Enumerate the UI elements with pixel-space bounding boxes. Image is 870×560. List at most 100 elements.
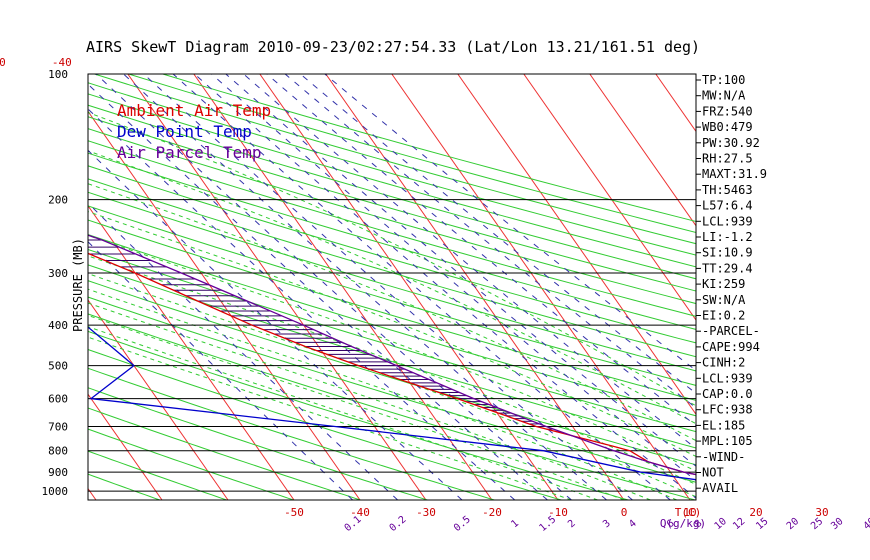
profile-series (88, 234, 696, 481)
mixing-ratio-tick-label: 0.5 (452, 514, 473, 534)
pressure-tick-label: 600 (48, 393, 68, 406)
mixing-ratio-line (88, 83, 548, 500)
moist-adiabat-line (88, 302, 651, 500)
index-label: CAP:0.0 (702, 387, 753, 401)
mixing-ratio-tick-label: 10 (713, 516, 729, 532)
dry-adiabat-line (88, 428, 294, 500)
index-label: LI:-1.2 (702, 230, 753, 244)
moist-adiabat-line (88, 273, 696, 498)
dry-adiabat-line (88, 387, 428, 500)
pressure-tick-label: 500 (48, 360, 68, 373)
isotherm-line (457, 74, 696, 416)
mixing-ratio-line (324, 74, 696, 372)
mixing-ratio-tick-label: 8 (693, 518, 705, 530)
bottom-temp-unit: T(C) (675, 506, 702, 519)
dry-adiabat-line (88, 205, 696, 386)
mixing-ratio-line (88, 241, 354, 500)
moist-adiabat-line (88, 255, 696, 486)
dry-adiabat-line (88, 407, 361, 500)
dry-adiabat-line (88, 140, 696, 317)
bottom-temp-tick-label: -20 (482, 506, 502, 519)
mixing-ratio-unit: Q(g/kg) (660, 517, 706, 530)
mixing-ratio-tick-label: 2 (566, 518, 578, 530)
index-label: -PARCEL- (702, 324, 760, 338)
index-label: TP:100 (702, 73, 745, 87)
bottom-temp-tick-label: 0 (621, 506, 628, 519)
bottom-temp-tick-label: 10 (683, 506, 696, 519)
dry-adiabat-line (88, 165, 696, 344)
mixing-ratio-line (211, 74, 696, 482)
moist-adiabat-line (88, 288, 677, 500)
isotherm-line (0, 74, 30, 500)
mixing-ratio-tick-label: 12 (731, 516, 747, 532)
dry-adiabat-line (88, 234, 696, 417)
index-label: MW:N/A (702, 89, 746, 103)
index-label: RH:27.5 (702, 152, 753, 166)
mixing-ratio-tick-label: 20 (785, 516, 801, 532)
dry-adiabat-line (88, 104, 696, 280)
index-label: WB0:479 (702, 120, 753, 134)
isotherm-line (523, 74, 696, 321)
mixing-ratio-line (243, 74, 696, 450)
index-label: KI:259 (702, 277, 745, 291)
isotherm-line (193, 74, 493, 500)
index-label: EI:0.2 (702, 309, 745, 323)
dry-adiabat-line (88, 450, 227, 500)
legend-entry: Dew Point Temp (117, 122, 252, 141)
index-label: TT:29.4 (702, 261, 753, 275)
index-label: PW:30.92 (702, 136, 760, 150)
index-label: MPL:105 (702, 434, 753, 448)
top-temp-tick-label: -40 (52, 56, 72, 69)
bottom-temp-tick-label: 30 (815, 506, 828, 519)
chart-title: AIRS SkewT Diagram 2010-09-23/02:27:54.3… (86, 38, 700, 56)
pressure-isobars (88, 199, 696, 492)
mixing-ratio-tick-label: 40 (862, 516, 870, 532)
legend-entry: Air Parcel Temp (117, 143, 262, 162)
legend: Ambient Air Temp Dew Point Temp Air Parcel… (117, 101, 271, 162)
pressure-tick-label: 100 (48, 68, 68, 81)
dry-adiabat-line (88, 152, 696, 330)
index-label: TH:5463 (702, 183, 753, 197)
moist-adiabat-line (88, 111, 696, 407)
mixing-ratio-line (143, 74, 633, 500)
index-label: LCL:939 (702, 371, 753, 385)
pressure-tick-label: 1000 (42, 485, 69, 498)
bottom-temp-tick-label: -30 (416, 506, 436, 519)
isotherm-line (88, 299, 229, 500)
mixing-ratio-line (88, 149, 463, 500)
dry-adiabat-line (88, 82, 696, 256)
mixing-ratio-line (225, 74, 696, 467)
series-line-dew-point-temp (88, 326, 696, 481)
dry-adiabat-line (88, 248, 696, 433)
index-label: NOT (702, 466, 724, 480)
dry-adiabat-line (88, 348, 562, 500)
dry-adiabat-line (88, 128, 696, 305)
y-axis-label: PRESSURE (MB) (71, 238, 85, 332)
index-label: AVAIL (702, 481, 738, 495)
index-label: L57:6.4 (702, 199, 753, 213)
isotherm-line (88, 110, 361, 500)
isotherm-line (391, 74, 691, 500)
mixing-ratio-line (194, 74, 696, 499)
moist-adiabat-line (88, 326, 598, 500)
plot-frame (87, 73, 697, 501)
dry-adiabat-line (88, 296, 696, 483)
index-label: MAXT:31.9 (702, 167, 767, 181)
mixing-ratio-tick-label: 30 (829, 516, 845, 532)
bottom-temp-tick-label: -50 (284, 506, 304, 519)
pressure-tick-label: 400 (48, 319, 68, 332)
dry-adiabat-line (88, 219, 696, 401)
dry-adiabat-line (88, 264, 696, 449)
background-grid (0, 74, 696, 500)
index-label: -WIND- (702, 450, 745, 464)
pressure-tick-label: 300 (48, 267, 68, 280)
index-label: LFC:938 (702, 403, 753, 417)
moist-adiabat-line (88, 336, 572, 500)
dry-adiabat-line (88, 178, 696, 358)
index-label: FRZ:540 (702, 104, 753, 118)
pressure-tick-label: 800 (48, 445, 68, 458)
bottom-temp-tick-label: -40 (350, 506, 370, 519)
dry-adiabat-line (88, 191, 696, 372)
